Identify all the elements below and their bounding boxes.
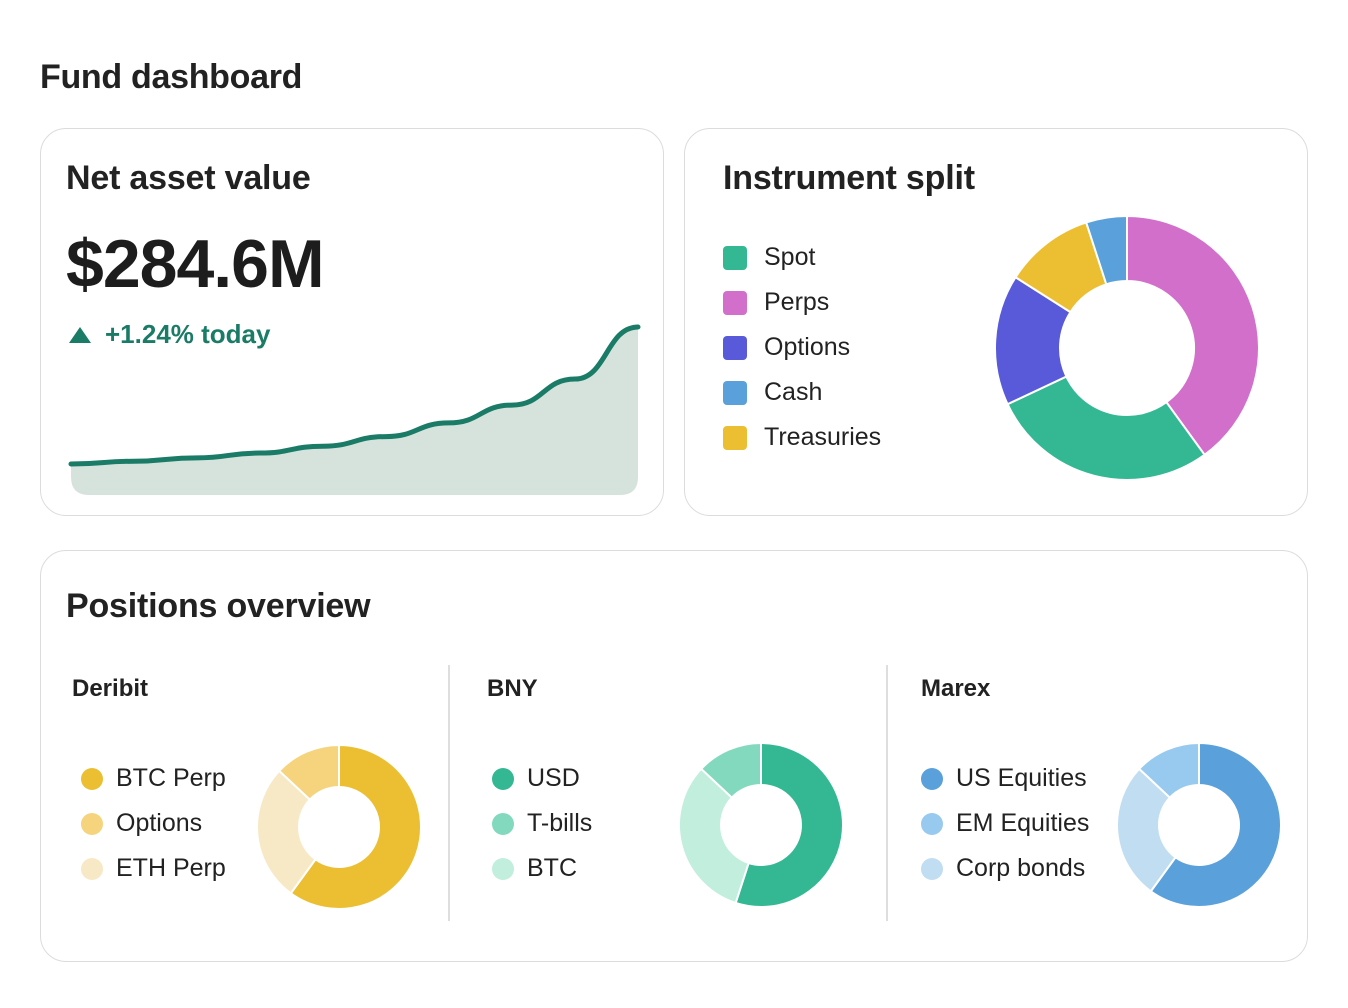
legend-dot — [81, 767, 103, 790]
legend-swatch — [723, 335, 747, 360]
column-divider — [448, 665, 450, 921]
legend-item-options: Options — [723, 325, 881, 370]
legend-label: Treasuries — [764, 423, 882, 451]
legend-dot — [81, 812, 103, 835]
positions-overview-card: Positions overview Deribit BTC Perp Opti… — [40, 550, 1308, 962]
bny-donut — [678, 741, 844, 908]
marex-slice-corp-bonds — [1116, 767, 1177, 893]
legend-label: Spot — [764, 243, 816, 271]
nav-sparkline — [68, 324, 641, 495]
instrument-split-slice-spot — [1006, 375, 1206, 481]
legend-dot — [81, 857, 103, 880]
legend-item-cash: Cash — [723, 370, 881, 415]
legend-label: BTC — [527, 854, 577, 882]
sparkline-line — [68, 324, 641, 467]
deribit-slice-options — [277, 743, 340, 802]
legend-item: BTC Perp — [81, 756, 226, 801]
marex-slice-us-equities — [1149, 741, 1282, 908]
bny-legend: USD T-bills BTC — [492, 756, 592, 891]
legend-item: USD — [492, 756, 592, 801]
legend-swatch — [723, 380, 747, 405]
legend-item-perps: Perps — [723, 280, 881, 325]
legend-label: EM Equities — [956, 809, 1090, 837]
instrument-split-slice-cash — [1084, 214, 1128, 286]
marex-slice-em-equities — [1137, 741, 1200, 800]
deribit-slice-btc-perp — [289, 743, 422, 910]
positions-overview-title: Positions overview — [66, 587, 371, 625]
nav-card: Net asset value $284.6M +1.24% today — [40, 128, 664, 516]
instrument-split-slice-perps — [1126, 214, 1260, 457]
instrument-split-card: Instrument split Spot Perps Options Cash… — [684, 128, 1308, 516]
legend-swatch — [723, 425, 747, 450]
triangle-up-icon — [69, 326, 91, 343]
nav-change-label: +1.24% today — [105, 319, 271, 349]
marex-legend: US Equities EM Equities Corp bonds — [921, 756, 1089, 891]
bny-slice-t-bills — [699, 741, 762, 800]
legend-dot — [921, 857, 943, 880]
instrument-split-title: Instrument split — [723, 159, 975, 197]
instrument-split-legend: Spot Perps Options Cash Treasuries — [723, 235, 881, 460]
deribit-donut — [256, 743, 422, 910]
sparkline-area — [71, 327, 638, 495]
legend-item: Corp bonds — [921, 846, 1089, 891]
column-divider — [886, 665, 888, 921]
marex-donut — [1116, 741, 1282, 908]
legend-item: ETH Perp — [81, 846, 226, 891]
nav-card-title: Net asset value — [66, 159, 311, 197]
legend-label: Cash — [764, 378, 823, 406]
legend-item: US Equities — [921, 756, 1089, 801]
venue-title-bny: BNY — [487, 675, 538, 702]
legend-label: Corp bonds — [956, 854, 1086, 882]
legend-swatch — [723, 290, 747, 315]
legend-label: USD — [527, 764, 580, 792]
deribit-legend: BTC Perp Options ETH Perp — [81, 756, 226, 891]
legend-item-spot: Spot — [723, 235, 881, 280]
legend-dot — [921, 767, 943, 790]
legend-label: Options — [116, 809, 203, 837]
legend-label: T-bills — [527, 809, 593, 837]
legend-label: Perps — [764, 288, 830, 316]
legend-dot — [921, 812, 943, 835]
legend-item: EM Equities — [921, 801, 1089, 846]
venue-title-deribit: Deribit — [72, 675, 149, 702]
legend-item: Options — [81, 801, 226, 846]
legend-dot — [492, 767, 514, 790]
legend-dot — [492, 812, 514, 835]
nav-value: $284.6M — [66, 226, 325, 302]
nav-change: +1.24% today — [69, 319, 270, 350]
legend-item-treasuries: Treasuries — [723, 415, 881, 460]
bny-slice-btc — [678, 767, 750, 905]
legend-item: BTC — [492, 846, 592, 891]
legend-swatch — [723, 245, 747, 270]
venue-title-marex: Marex — [921, 675, 991, 702]
legend-label: ETH Perp — [116, 854, 226, 882]
page-title: Fund dashboard — [40, 58, 303, 96]
legend-label: BTC Perp — [116, 764, 226, 792]
legend-label: US Equities — [956, 764, 1087, 792]
legend-item: T-bills — [492, 801, 592, 846]
deribit-slice-eth-perp — [256, 769, 317, 895]
legend-dot — [492, 857, 514, 880]
legend-label: Options — [764, 333, 851, 361]
bny-slice-usd — [734, 741, 844, 908]
instrument-split-donut — [994, 214, 1260, 481]
